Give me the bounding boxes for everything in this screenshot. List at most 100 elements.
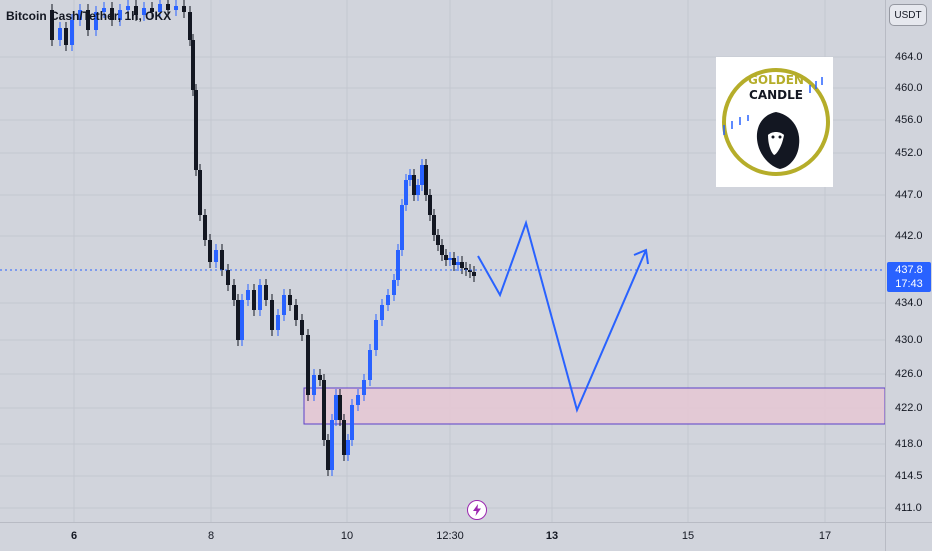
logo-word-candle: CANDLE: [749, 88, 803, 102]
candle-up: [420, 165, 424, 185]
candle-up: [246, 290, 250, 300]
time-tick: 8: [207, 530, 215, 542]
candle-up: [374, 320, 378, 350]
candle-down: [166, 4, 170, 10]
candle-up: [404, 180, 408, 205]
candle-down: [188, 12, 192, 40]
candle-down: [432, 215, 436, 235]
candle-down: [326, 440, 330, 470]
price-tick: 430.0: [895, 334, 923, 346]
candle-up: [346, 440, 350, 455]
bar-countdown: 17:43: [895, 278, 923, 290]
candle-down: [428, 195, 432, 215]
price-tick: 414.5: [895, 470, 923, 482]
candle-down: [252, 290, 256, 310]
price-tick: 411.0: [895, 502, 922, 514]
candle-down: [270, 300, 274, 330]
candle-down: [440, 245, 444, 255]
candle-down: [134, 6, 138, 15]
chart-plot-area[interactable]: [0, 0, 885, 522]
candle-up: [118, 10, 122, 20]
candle-down: [198, 170, 202, 215]
time-tick: 6: [70, 530, 78, 542]
candle-up: [456, 262, 460, 265]
currency-button[interactable]: USDT: [889, 4, 927, 26]
candle-up: [392, 280, 396, 295]
price-axis[interactable]: [885, 0, 932, 522]
price-tick: 442.0: [895, 230, 923, 242]
candle-down: [182, 6, 186, 12]
candle-down: [338, 395, 342, 420]
price-tick: 418.0: [895, 438, 923, 450]
candle-down: [468, 270, 472, 272]
candle-down: [220, 250, 224, 270]
last-price-value: 437.8: [895, 264, 923, 276]
candle-down: [424, 165, 428, 195]
price-tick: 426.0: [895, 368, 923, 380]
candle-up: [400, 205, 404, 250]
symbol-title[interactable]: Bitcoin Cash/Tether, 1h, OKX: [6, 9, 172, 23]
price-tick: 452.0: [895, 147, 923, 159]
time-tick: 17: [818, 530, 832, 542]
candle-down: [232, 285, 236, 300]
candle-up: [214, 250, 218, 262]
candle-down: [226, 270, 230, 285]
candle-up: [174, 6, 178, 10]
golden-candle-logo: GOLDEN CANDLE: [716, 57, 833, 187]
candle-down: [452, 258, 456, 265]
candle-up: [380, 305, 384, 320]
candle-down: [464, 268, 468, 270]
candle-down: [64, 28, 68, 45]
candle-down: [208, 240, 212, 262]
candle-down: [203, 215, 207, 240]
demand-zone: [303, 387, 885, 425]
candle-up: [78, 10, 82, 20]
candle-up: [258, 285, 262, 310]
candle-up: [416, 185, 420, 195]
price-tick: 460.0: [895, 82, 923, 94]
price-tick: 456.0: [895, 114, 923, 126]
candle-up: [94, 12, 98, 30]
candle-down: [444, 255, 448, 260]
candle-up: [142, 8, 146, 15]
candle-up: [126, 6, 130, 10]
candle-up: [396, 250, 400, 280]
candle-up: [158, 4, 162, 12]
candle-up: [276, 315, 280, 330]
time-tick: 10: [340, 530, 354, 542]
candle-up: [350, 405, 354, 440]
candle-down: [150, 8, 154, 12]
candle-down: [50, 10, 54, 40]
candles: [50, 0, 476, 476]
candle-down: [191, 40, 195, 90]
candle-down: [86, 10, 90, 30]
time-tick: 12:30: [436, 530, 464, 542]
time-tick: 15: [681, 530, 695, 542]
candle-down: [264, 285, 268, 300]
candle-up: [282, 295, 286, 315]
candle-up: [240, 300, 244, 340]
lightning-icon[interactable]: [467, 500, 487, 520]
candle-down: [294, 305, 298, 320]
logo-word-golden: GOLDEN: [748, 73, 804, 87]
price-tick: 434.0: [895, 297, 923, 309]
price-tick: 464.0: [895, 51, 923, 63]
price-tick: 422.0: [895, 402, 923, 414]
candle-up: [312, 375, 316, 395]
candle-down: [342, 420, 346, 455]
candle-up: [356, 395, 360, 405]
chart-canvas[interactable]: [0, 0, 885, 522]
candle-down: [436, 235, 440, 245]
candle-down: [322, 380, 326, 440]
candle-up: [448, 258, 452, 260]
candle-up: [102, 8, 106, 12]
candle-up: [362, 380, 366, 395]
grid-lines: [0, 0, 885, 522]
time-axis[interactable]: [0, 522, 885, 551]
candle-down: [412, 175, 416, 195]
candle-down: [110, 8, 114, 20]
time-tick: 13: [545, 530, 559, 542]
axis-corner: [885, 522, 932, 551]
candle-down: [288, 295, 292, 305]
